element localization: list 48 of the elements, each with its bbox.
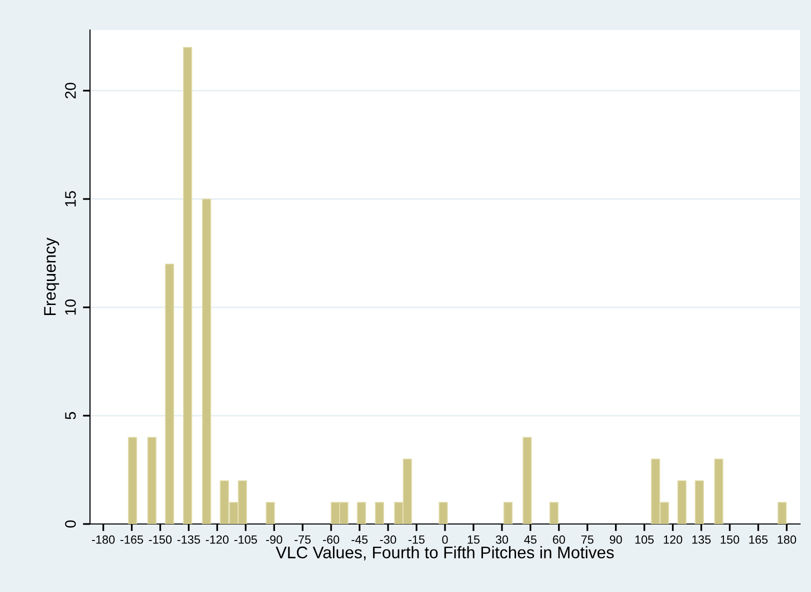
- x-tick-label: 105: [635, 535, 654, 544]
- x-tick-label: -180: [92, 535, 115, 544]
- x-axis-title: VLC Values, Fourth to Fifth Pitches in Motives: [276, 546, 614, 560]
- x-tick-label: 75: [581, 536, 594, 544]
- bar: [778, 502, 787, 524]
- x-tick-label: -45: [352, 536, 368, 544]
- x-tick-label: -120: [206, 535, 229, 544]
- bar: [549, 502, 559, 524]
- bar: [202, 198, 212, 524]
- bar: [266, 502, 275, 524]
- x-tick-label: -15: [408, 536, 425, 544]
- y-tick-label: 5: [65, 412, 76, 420]
- x-tick-label: 135: [692, 535, 711, 544]
- bar: [182, 46, 192, 524]
- bar: [356, 502, 366, 524]
- x-tick-label: 90: [610, 535, 622, 544]
- x-tick-label: 120: [664, 535, 682, 544]
- x-tick-label: -90: [266, 535, 282, 544]
- x-tick-label: 180: [778, 535, 796, 544]
- x-tick-label: -165: [120, 535, 144, 544]
- y-tick-label: 20: [65, 82, 76, 98]
- x-tick-label: 150: [720, 535, 740, 544]
- y-tick-label: 15: [65, 191, 76, 206]
- x-tick-label: 0: [442, 535, 448, 544]
- x-tick-label: 165: [749, 535, 768, 544]
- bar: [164, 264, 174, 524]
- bar: [677, 480, 687, 524]
- x-tick-label: -75: [294, 536, 311, 544]
- x-tick-label: 30: [496, 535, 508, 544]
- bar: [147, 436, 156, 524]
- y-tick-label: 10: [65, 299, 76, 315]
- bar: [128, 436, 138, 524]
- y-axis-title: Frequency: [44, 238, 60, 315]
- x-tick-label: -30: [380, 535, 396, 544]
- bar: [694, 480, 704, 524]
- x-tick-label: -105: [234, 535, 257, 544]
- bar: [503, 502, 513, 524]
- bar: [714, 458, 724, 524]
- bar: [522, 436, 532, 524]
- y-tick-label: 0: [65, 520, 76, 528]
- x-tick-label: 45: [524, 536, 536, 544]
- x-tick-label: 60: [552, 535, 566, 544]
- x-tick-label: -60: [323, 535, 340, 544]
- bar: [374, 502, 384, 524]
- x-tick-label: -135: [177, 535, 200, 544]
- bar: [438, 502, 448, 524]
- x-tick-label: 15: [468, 536, 480, 544]
- x-tick-label: -150: [148, 535, 172, 544]
